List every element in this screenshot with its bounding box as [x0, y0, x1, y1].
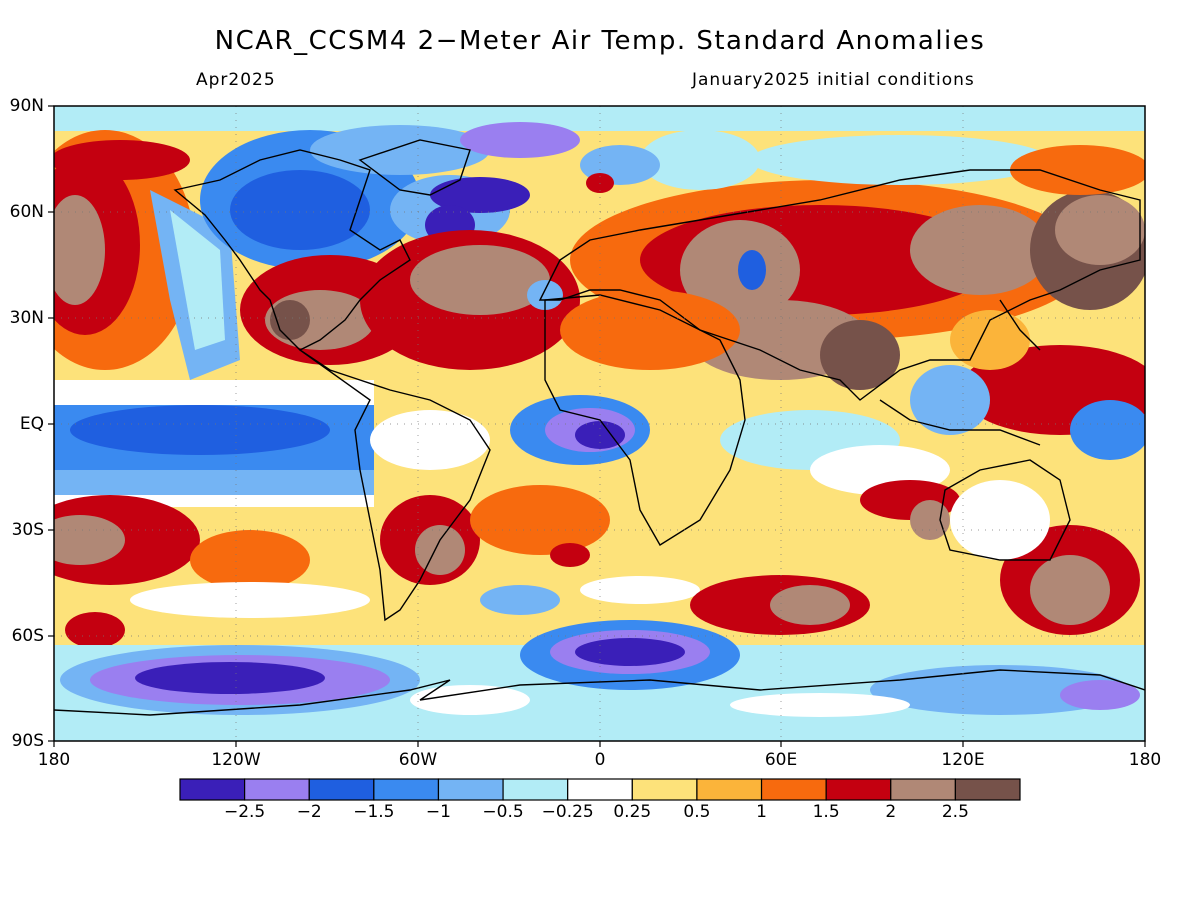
colorbar-swatch	[825, 778, 892, 801]
lat-label-30n: 30N	[9, 308, 44, 328]
colorbar-label: −1	[425, 802, 451, 822]
lon-label-60w: 60W	[398, 750, 438, 770]
colorbar-label: 1.5	[812, 802, 840, 822]
lat-label-90n: 90N	[9, 96, 44, 116]
coastlines	[54, 139, 1145, 716]
colorbar-swatch	[631, 778, 698, 801]
lat-label-60n: 60N	[9, 202, 44, 222]
lon-label-180w: 180	[37, 750, 71, 770]
lon-label-60e: 60E	[764, 750, 798, 770]
colorbar-label: −0.25	[541, 802, 594, 822]
colorbar-swatch	[954, 778, 1021, 801]
colorbar-label: 2	[885, 802, 897, 822]
valid-month-label: Apr2025	[196, 70, 276, 90]
initial-conditions-label: January2025 initial conditions	[692, 70, 975, 90]
anomaly-field	[54, 106, 1145, 741]
lat-label-30s: 30S	[11, 520, 44, 540]
lon-label-120w: 120W	[211, 750, 261, 770]
colorbar-swatch	[567, 778, 633, 801]
lon-label-120e: 120E	[941, 750, 985, 770]
colorbar-swatch	[308, 778, 375, 801]
colorbar-label: 0.5	[683, 802, 711, 822]
map-title: NCAR_CCSM4 2−Meter Air Temp. Standard An…	[214, 26, 986, 56]
colorbar-label: 1	[756, 802, 767, 822]
colorbar-label: 2.5	[941, 802, 969, 822]
colorbar-label: 0.25	[613, 802, 652, 822]
lat-label-90s: 90S	[11, 731, 44, 751]
colorbar-swatch	[244, 778, 310, 801]
colorbar-swatch	[437, 778, 504, 801]
colorbar-label: −2.5	[223, 802, 266, 822]
colorbar-swatch	[179, 778, 246, 801]
colorbar-swatch	[696, 778, 763, 801]
lat-label-60s: 60S	[11, 626, 44, 646]
colorbar-label: −0.5	[482, 802, 524, 822]
colorbar-swatch	[373, 778, 440, 801]
colorbar-swatch	[890, 778, 956, 801]
lat-label-eq: EQ	[19, 414, 44, 434]
colorbar-label: −1.5	[353, 802, 395, 822]
graticule	[54, 106, 1145, 741]
colorbar-swatch	[760, 778, 827, 801]
axis-ticks	[48, 105, 1146, 747]
colorbar-label: −2	[296, 802, 322, 822]
lon-label-180e: 180	[1128, 750, 1162, 770]
colorbar-swatch	[502, 778, 569, 801]
lon-label-0: 0	[594, 750, 606, 770]
